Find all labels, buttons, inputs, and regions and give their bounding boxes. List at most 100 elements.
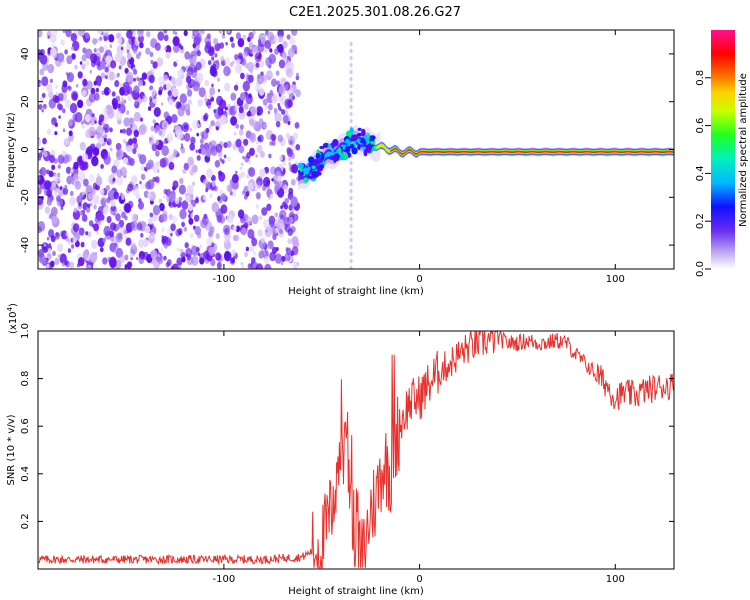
spectrogram-noise-cell — [245, 74, 253, 84]
spectrogram-noise-cell — [195, 149, 198, 153]
spectrogram-noise-cell — [282, 115, 289, 124]
spectrogram-noise-cell — [61, 150, 67, 157]
spectrogram-noise-cell — [251, 257, 256, 264]
spectrogram-noise-cell — [139, 41, 144, 49]
spectrogram-noise-cell — [186, 184, 194, 195]
spectrogram-noise-cell — [138, 201, 144, 210]
spectrogram-noise-cell — [102, 30, 110, 37]
snr-x-tick-label: 0 — [416, 574, 422, 585]
spectrogram-noise-cell — [82, 250, 89, 259]
spectrogram-noise-cell — [217, 196, 221, 202]
spectrogram-noise-cell — [107, 152, 111, 156]
spectrogram-noise-cell — [249, 132, 257, 143]
spectrogram-noise-cell — [133, 129, 139, 138]
spectrogram-noise-cell — [269, 219, 275, 228]
spectrogram-noise-cell — [71, 181, 75, 185]
spectrogram-noise-cell — [265, 105, 269, 110]
spectrogram-noise-cell — [116, 169, 123, 178]
spectrogram-noise-cell — [349, 189, 353, 193]
spectrogram-noise-cell — [67, 248, 71, 253]
spectrogram-noise-cell — [252, 30, 256, 35]
spectrogram-noise-cell — [101, 121, 105, 127]
spectrogram-noise-cell — [186, 70, 192, 78]
spectrogram-noise-cell — [106, 216, 112, 224]
spectrogram-noise-cell — [51, 30, 58, 37]
spectrogram-noise-cell — [60, 206, 64, 211]
spectrogram-noise-cell — [170, 232, 173, 237]
spectrogram-noise-cell — [165, 261, 170, 268]
spectrogram-noise-cell — [57, 164, 61, 169]
spectrogram-noise-cell — [61, 230, 68, 240]
spectrogram-noise-cell — [51, 164, 56, 171]
spectrogram-noise-cell — [243, 103, 249, 110]
colorbar: 0.0 0.2 0.4 0.6 0.8 Normalized spectral ampl… — [695, 30, 749, 277]
spectrogram-noise-cell — [149, 212, 154, 218]
spectrogram-noise-cell — [235, 225, 241, 233]
spectrogram-noise-cell — [263, 176, 271, 187]
spectrogram-noise-cell — [246, 174, 250, 179]
spectrogram-noise-cell — [187, 89, 193, 97]
spectrogram-noise-cell — [225, 41, 228, 46]
spectrogram-noise-cell — [287, 121, 291, 125]
spectrogram-noise-cell — [86, 80, 93, 90]
spectrogram-noise-cell — [201, 130, 209, 140]
spectrogram-noise-cell — [96, 231, 99, 235]
spectrogram-noise-cell — [43, 246, 46, 250]
spectrogram-noise-cell — [208, 141, 212, 146]
spectrogram-noise-cell — [119, 129, 123, 134]
spectrogram-noise-cell — [126, 49, 130, 54]
spectrogram-noise-cell — [62, 187, 69, 195]
spectrogram-noise-cell — [115, 32, 121, 40]
spectrogram-noise-cell — [68, 130, 73, 137]
spectrogram-noise-cell — [140, 233, 144, 238]
spectrogram-noise-cell — [267, 31, 271, 36]
colorbar-tick-label: 0.2 — [695, 213, 706, 229]
spectrogram-noise-cell — [166, 199, 170, 203]
spectrogram-noise-cell — [203, 112, 209, 120]
spectrogram-noise-cell — [40, 54, 48, 65]
spectrogram-noise-cell — [184, 51, 191, 60]
spectrogram-noise-cell — [192, 55, 197, 63]
spectrogram-signal-blob — [334, 157, 340, 162]
spectrogram-noise-cell — [133, 111, 141, 122]
spectrogram-noise-cell — [240, 72, 245, 80]
spectrogram-noise-cell — [199, 244, 203, 249]
spectrogram-noise-cell — [43, 258, 48, 266]
spectrogram-noise-cell — [231, 189, 237, 197]
spectrogram-noise-cell — [46, 128, 52, 135]
spectrogram-noise-cell — [349, 84, 353, 88]
spectrogram-noise-cell — [128, 138, 134, 146]
spectrogram-noise-cell — [109, 257, 117, 269]
spectrogram-noise-cell — [81, 123, 85, 129]
spectrogram-noise-cell — [265, 70, 273, 80]
spectrogram-noise-cell — [235, 138, 242, 148]
spectrogram-noise-cell — [165, 51, 171, 59]
spectrogram-noise-cell — [295, 89, 301, 98]
spectrogram-noise-cell — [82, 89, 87, 97]
spectrogram-noise-cell — [222, 224, 231, 236]
spectrogram-noise-cell — [161, 145, 169, 156]
spectrogram-noise-cell — [349, 112, 353, 116]
spectrogram-noise-cell — [287, 238, 292, 245]
spectrogram-noise-cell — [295, 209, 300, 216]
spectrogram-noise-cell — [211, 174, 216, 182]
spectrogram-signal-blob — [363, 149, 368, 157]
spectrogram-noise-cell — [100, 72, 106, 79]
spectrogram-noise-cell — [54, 257, 60, 265]
spectrogram-noise-cell — [57, 243, 64, 253]
spectrogram-signal-blob — [303, 167, 310, 175]
spectrogram-noise-cell — [187, 203, 193, 211]
spectrogram-noise-cell — [240, 115, 244, 120]
spectrogram-noise-cell — [140, 182, 145, 190]
spectrogram-noise-cell — [349, 77, 353, 81]
spectrogram-noise-cell — [200, 143, 204, 150]
spectrogram-noise-cell — [291, 236, 299, 246]
spectrogram-x-ticks: -100 0 100 — [213, 30, 625, 285]
spectrogram-noise-cell — [117, 103, 121, 109]
spectrogram-noise-cell — [136, 76, 140, 82]
spectrogram-noise-cell — [74, 180, 82, 190]
spectrogram-noise-cell — [349, 56, 353, 60]
spectrogram-noise-cell — [85, 129, 92, 139]
spectrogram-noise-cell — [53, 187, 60, 197]
spectrogram-noise-cell — [106, 141, 110, 145]
